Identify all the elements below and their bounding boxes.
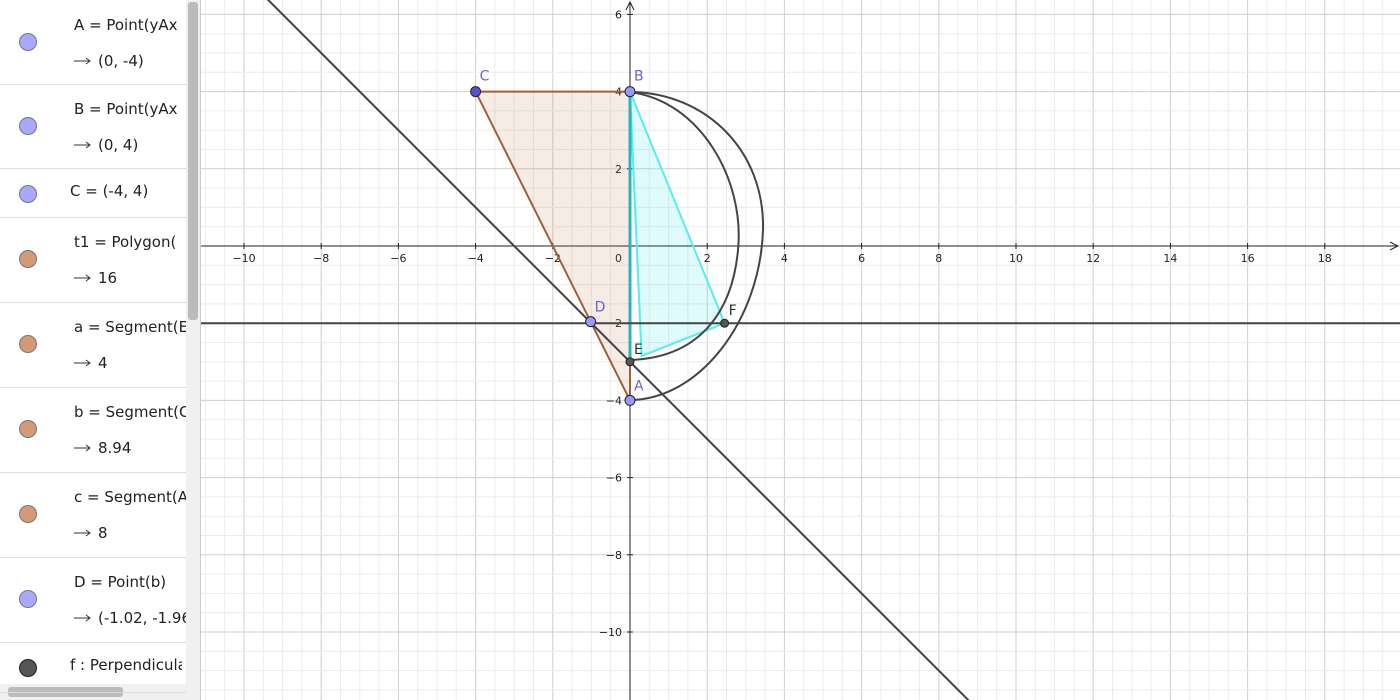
algebra-item[interactable]: a = Segment(E 4 bbox=[0, 302, 186, 388]
y-tick-label: 6 bbox=[615, 8, 622, 21]
algebra-item[interactable]: c = Segment(A 8 bbox=[0, 472, 186, 558]
algebra-item[interactable]: D = Point(b) (-1.02, -1.96) bbox=[0, 557, 186, 643]
arc-1 bbox=[628, 91, 765, 401]
visibility-toggle[interactable] bbox=[19, 117, 37, 135]
definition: C = (-4, 4) bbox=[70, 182, 149, 200]
value: 4 bbox=[98, 354, 108, 372]
visibility-toggle[interactable] bbox=[19, 335, 37, 353]
value: 16 bbox=[98, 269, 118, 287]
polygon-cyan bbox=[629, 91, 726, 358]
value: (-1.02, -1.96) bbox=[98, 609, 186, 627]
point bbox=[625, 357, 635, 367]
algebra-item[interactable]: f : Perpendicula bbox=[0, 642, 186, 693]
visibility-toggle[interactable] bbox=[19, 250, 37, 268]
arrow-icon bbox=[74, 444, 91, 452]
arrow-icon bbox=[74, 614, 91, 622]
y-tick-label: −8 bbox=[606, 549, 622, 562]
x-tick-label: 14 bbox=[1163, 252, 1177, 265]
algebra-item[interactable]: A = Point(yAx (0, -4) bbox=[0, 0, 186, 85]
point bbox=[470, 86, 482, 98]
value: 8 bbox=[98, 524, 108, 542]
definition: a = Segment(E bbox=[74, 318, 186, 336]
x-tick-label: 12 bbox=[1086, 252, 1100, 265]
x-tick-label: 6 bbox=[858, 252, 865, 265]
y-tick-label: −10 bbox=[599, 626, 622, 639]
arrow-icon bbox=[74, 274, 91, 282]
point-label: C bbox=[480, 69, 490, 85]
x-tick-label: 18 bbox=[1318, 252, 1332, 265]
algebra-item[interactable]: b = Segment(C 8.94 bbox=[0, 387, 186, 473]
v-scrollbar[interactable] bbox=[186, 0, 200, 700]
visibility-toggle[interactable] bbox=[19, 33, 37, 51]
point-label: D bbox=[595, 300, 606, 316]
arrow-icon bbox=[74, 57, 91, 65]
value: (0, -4) bbox=[98, 52, 144, 70]
algebra-item[interactable]: C = (-4, 4) bbox=[0, 168, 186, 218]
point bbox=[720, 318, 730, 328]
line-f bbox=[266, 0, 970, 700]
point-label: B bbox=[634, 69, 644, 85]
visibility-toggle[interactable] bbox=[19, 659, 37, 677]
visibility-toggle[interactable] bbox=[19, 590, 37, 608]
x-tick-label: −8 bbox=[313, 252, 329, 265]
origin-label: 0 bbox=[615, 252, 622, 265]
definition: B = Point(yAx bbox=[74, 100, 178, 118]
definition: A = Point(yAx bbox=[74, 16, 178, 34]
arrow-icon bbox=[74, 141, 91, 149]
arrow-icon bbox=[74, 529, 91, 537]
y-tick-label: −4 bbox=[606, 394, 622, 407]
x-tick-label: 16 bbox=[1241, 252, 1255, 265]
visibility-toggle[interactable] bbox=[19, 505, 37, 523]
arc-2 bbox=[628, 91, 740, 361]
arrow-icon bbox=[74, 359, 91, 367]
x-tick-label: 10 bbox=[1009, 252, 1023, 265]
x-tick-label: −10 bbox=[232, 252, 255, 265]
value: 8.94 bbox=[98, 439, 132, 457]
definition: D = Point(b) bbox=[74, 573, 167, 591]
point bbox=[585, 316, 597, 328]
x-tick-label: −4 bbox=[467, 252, 483, 265]
y-tick-label: 2 bbox=[615, 163, 622, 176]
point bbox=[624, 394, 636, 406]
definition: c = Segment(A bbox=[74, 488, 186, 506]
x-tick-label: 8 bbox=[935, 252, 942, 265]
point-label: A bbox=[634, 378, 644, 394]
algebra-view: A = Point(yAx (0, -4) B = Point(yAx (0, 4) C… bbox=[0, 0, 201, 700]
definition: t1 = Polygon( bbox=[74, 233, 177, 251]
value: (0, 4) bbox=[98, 136, 139, 154]
point bbox=[624, 86, 636, 98]
definition: f : Perpendicula bbox=[70, 656, 182, 674]
visibility-toggle[interactable] bbox=[19, 420, 37, 438]
point-label: F bbox=[729, 303, 737, 319]
y-axis-arrow bbox=[625, 0, 635, 11]
point-label: E bbox=[634, 342, 643, 358]
visibility-toggle[interactable] bbox=[19, 185, 37, 203]
algebra-item[interactable]: B = Point(yAx (0, 4) bbox=[0, 84, 186, 169]
x-tick-label: −6 bbox=[390, 252, 406, 265]
y-tick-label: −6 bbox=[606, 472, 622, 485]
x-tick-label: 2 bbox=[704, 252, 711, 265]
x-tick-label: 4 bbox=[781, 252, 788, 265]
algebra-item[interactable]: t1 = Polygon( 16 bbox=[0, 217, 186, 303]
definition: b = Segment(C bbox=[74, 403, 186, 421]
x-axis-arrow bbox=[1389, 241, 1400, 251]
